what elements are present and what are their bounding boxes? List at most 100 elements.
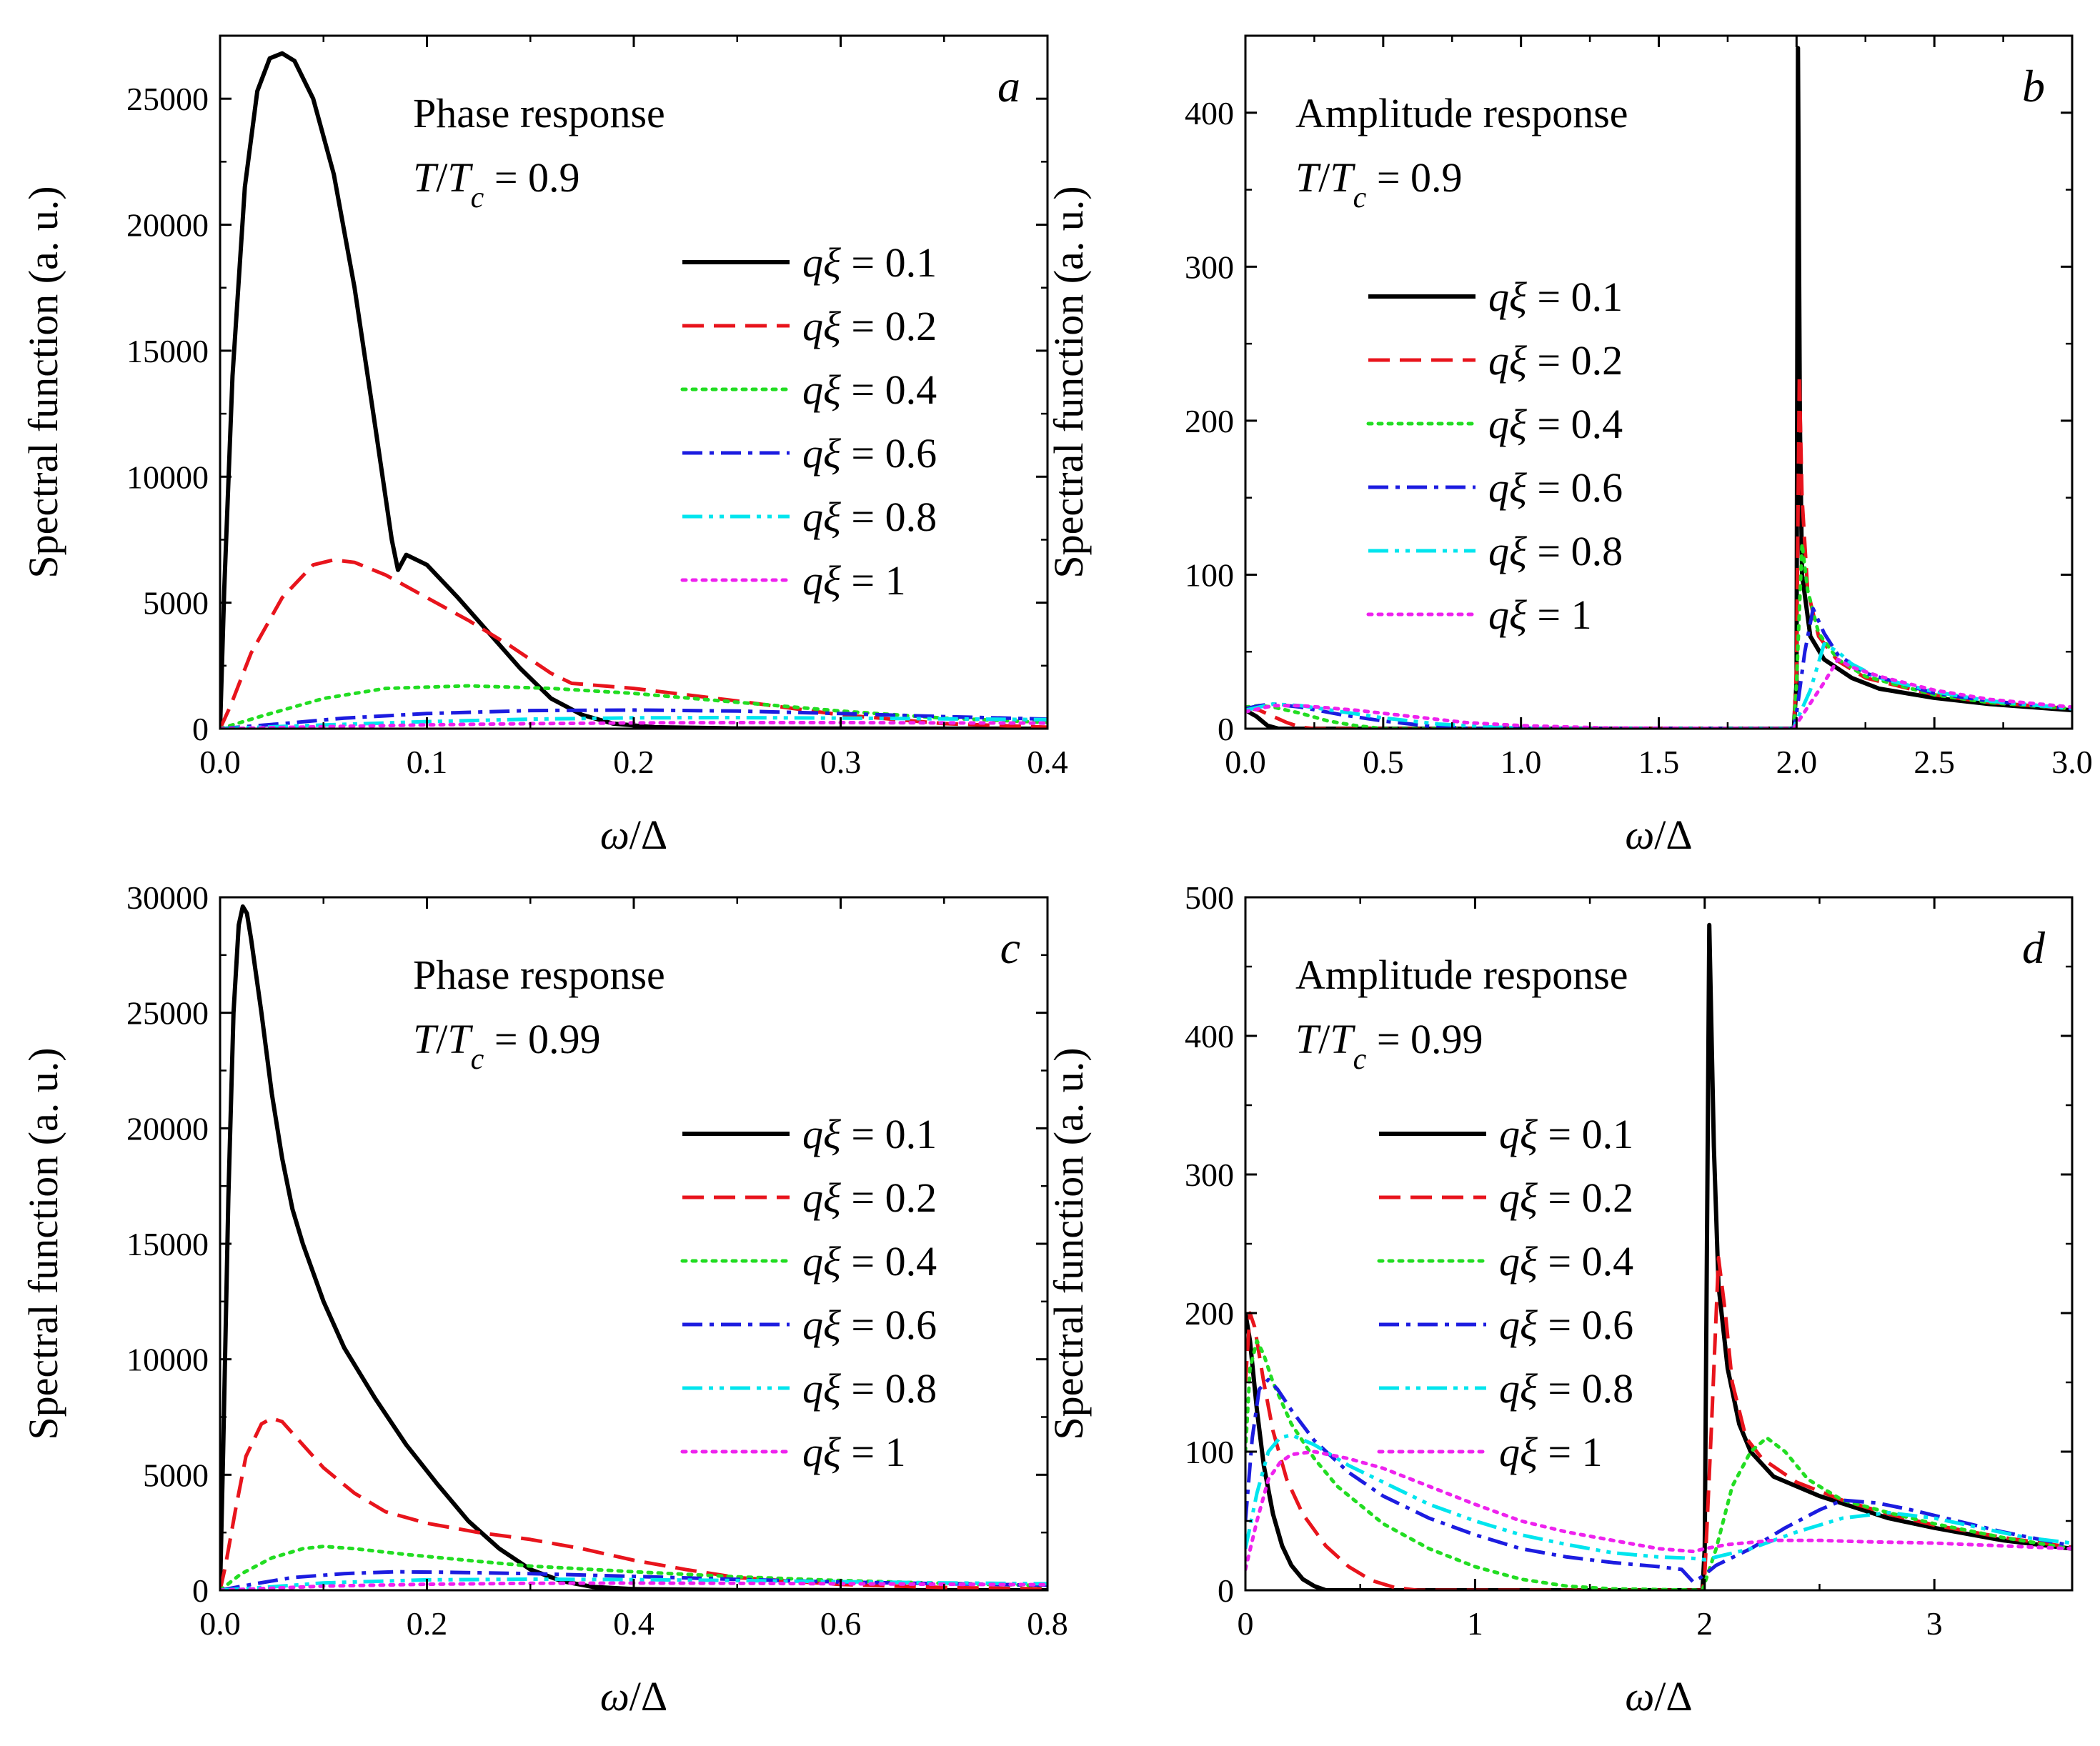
panel-d: 0 1 2 3 0 100 200 300 400 500 ω/Δ Spectral function… xyxy=(1045,879,2074,1720)
legend-label-q0p8: qξ = 0.8 xyxy=(802,1365,937,1412)
legend-value: 0.2 xyxy=(885,1174,937,1221)
series-line-q0p6 xyxy=(220,708,1047,729)
legend-eq: = xyxy=(1538,1238,1582,1284)
temperature-slash: / xyxy=(436,1016,448,1062)
legend-qxi: qξ xyxy=(802,1111,841,1157)
series-line-q0p2 xyxy=(220,558,1047,729)
legend-value: 0.4 xyxy=(1571,401,1623,447)
legend-qxi: qξ xyxy=(1499,1429,1538,1475)
legend-label-q0p4: qξ = 0.4 xyxy=(802,1238,937,1284)
series-line-q0p8 xyxy=(220,716,1047,729)
y-tick-label: 100 xyxy=(1185,557,1234,593)
y-tick-label: 15000 xyxy=(126,1226,209,1262)
legend-value: 0.1 xyxy=(885,1111,937,1157)
x-tick-label: 2.0 xyxy=(1776,744,1818,780)
x-tick-label: 0.0 xyxy=(199,1605,241,1642)
y-tick-label: 0 xyxy=(192,1572,209,1609)
x-tick-label: 0.3 xyxy=(820,744,862,780)
y-tick-label: 10000 xyxy=(126,459,209,495)
legend-label-q0p4: qξ = 0.4 xyxy=(1488,401,1623,447)
series-line-q1 xyxy=(220,1581,1047,1590)
legend-value: 0.8 xyxy=(1582,1365,1634,1412)
legend-value: 0.6 xyxy=(1582,1302,1634,1348)
series-line-q1 xyxy=(1245,1450,2072,1572)
y-tick-label: 300 xyxy=(1185,249,1234,285)
y-tick-label: 200 xyxy=(1185,403,1234,439)
legend-eq: = xyxy=(1527,528,1571,574)
series-line-q0p8 xyxy=(1245,1433,2072,1562)
x-axis-label: ω/Δ xyxy=(600,1673,667,1720)
legend-qxi: qξ xyxy=(1499,1238,1538,1284)
legend-qxi: qξ xyxy=(802,430,841,477)
legend-qxi: qξ xyxy=(1499,1302,1538,1348)
legend-eq: = xyxy=(1538,1302,1582,1348)
legend-label-q0p2: qξ = 0.2 xyxy=(802,303,937,349)
legend-eq: = xyxy=(841,239,885,286)
legend-value: 0.8 xyxy=(1571,528,1623,574)
legend-eq: = xyxy=(841,1429,885,1475)
legend-label-q0p4: qξ = 0.4 xyxy=(1499,1238,1633,1284)
legend-qxi: qξ xyxy=(802,1365,841,1412)
legend-label-q0p2: qξ = 0.2 xyxy=(1499,1174,1633,1221)
panel-letter: a xyxy=(997,61,1020,111)
legend-value: 0.6 xyxy=(885,430,937,477)
legend-label-q0p8: qξ = 0.8 xyxy=(1488,528,1623,574)
temperature-Tc: T xyxy=(1330,154,1355,201)
x-tick-label: 3 xyxy=(1926,1605,1943,1642)
temperature-slash: / xyxy=(1318,1016,1330,1062)
panel-letter: b xyxy=(2022,61,2045,111)
legend-value: 0.4 xyxy=(885,366,937,413)
x-tick-label: 1.5 xyxy=(1638,744,1680,780)
temperature-subscript: c xyxy=(471,181,484,214)
legend-qxi: qξ xyxy=(802,1238,841,1284)
series-line-q0p2 xyxy=(220,1416,1047,1590)
panel-title: Amplitude response xyxy=(1295,90,1628,136)
y-axis-label: Spectral function (a. u.) xyxy=(1045,186,1092,578)
legend-eq: = xyxy=(1538,1429,1582,1475)
x-tick-label: 0.2 xyxy=(613,744,655,780)
x-axis-label: ω/Δ xyxy=(1625,812,1692,858)
x-axis-label: ω/Δ xyxy=(600,812,667,858)
x-axis-label-rest: /Δ xyxy=(629,812,667,858)
x-tick-label: 0.0 xyxy=(199,744,241,780)
series-line-q0p4 xyxy=(220,684,1047,729)
series-group xyxy=(1245,46,2072,729)
temperature-value: = 0.99 xyxy=(1366,1016,1483,1062)
y-tick-label: 0 xyxy=(1218,711,1234,747)
legend-value: 0.6 xyxy=(885,1302,937,1348)
legend-label-q0p6: qξ = 0.6 xyxy=(1499,1302,1633,1348)
temperature-value: = 0.9 xyxy=(484,154,579,201)
legend-value: 0.4 xyxy=(1582,1238,1634,1284)
y-tick-label: 20000 xyxy=(126,207,209,244)
x-axis-label-rest: /Δ xyxy=(629,1673,667,1720)
temperature-subscript: c xyxy=(471,1043,484,1076)
legend-value: 1 xyxy=(885,557,906,604)
x-tick-label: 3.0 xyxy=(2051,744,2093,780)
legend-label-q1: qξ = 1 xyxy=(1488,592,1592,638)
series-line-q0p4 xyxy=(1245,1339,2072,1590)
y-tick-label: 400 xyxy=(1185,1018,1234,1054)
series-line-q0p4 xyxy=(1245,542,2072,729)
temperature-Tc: T xyxy=(447,154,473,201)
legend-eq: = xyxy=(1538,1174,1582,1221)
temperature-T: T xyxy=(1295,1016,1321,1062)
legend-label-q0p8: qξ = 0.8 xyxy=(1499,1365,1633,1412)
legend-value: 0.2 xyxy=(1571,337,1623,384)
y-axis-label: Spectral function (a. u.) xyxy=(20,1047,66,1440)
series-line-q0p6 xyxy=(1245,1377,2072,1584)
temperature-value: = 0.99 xyxy=(484,1016,600,1062)
legend-label-q1: qξ = 1 xyxy=(1499,1429,1603,1475)
y-tick-label: 30000 xyxy=(126,879,209,916)
temperature-T: T xyxy=(413,1016,439,1062)
x-tick-label: 0.5 xyxy=(1363,744,1404,780)
legend-label-q0p2: qξ = 0.2 xyxy=(802,1174,937,1221)
panel-letter: d xyxy=(2022,922,2046,973)
x-tick-label: 2 xyxy=(1696,1605,1713,1642)
legend-value: 0.1 xyxy=(1582,1111,1634,1157)
temperature-T: T xyxy=(1295,154,1321,201)
temperature-label: T/Tc = 0.99 xyxy=(1295,1016,1483,1076)
y-tick-label: 300 xyxy=(1185,1157,1234,1193)
x-axis-label: ω/Δ xyxy=(1625,1673,1692,1720)
y-tick-label: 100 xyxy=(1185,1434,1234,1470)
x-axis-label-omega: ω xyxy=(1625,812,1654,858)
